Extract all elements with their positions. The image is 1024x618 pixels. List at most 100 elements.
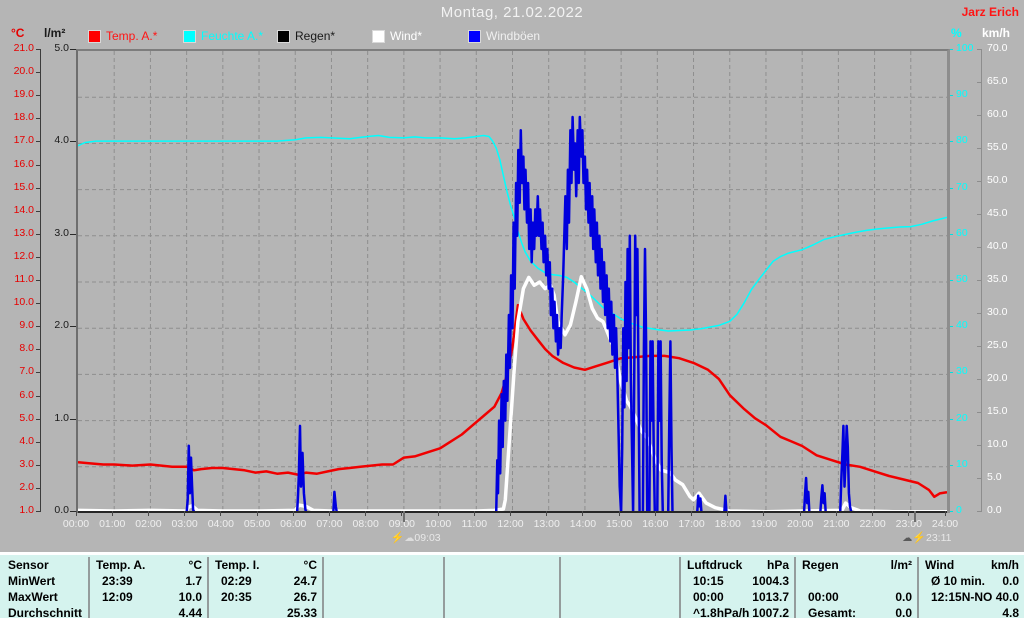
temp-axis-tick	[36, 464, 40, 466]
table-row: MaxWert 12:09 10.0 20:35 26.7 00:00 1013.7 00:0…	[0, 589, 1024, 605]
cell-value: 1.7	[185, 574, 202, 588]
column-unit: km/h	[990, 558, 1019, 572]
humidity-axis-tick	[947, 141, 953, 143]
table-cell: Temp. I. °C	[207, 557, 322, 573]
x-axis-tick-label: 06:00	[280, 518, 307, 530]
wind-axis-tick-label: 50.0	[987, 174, 1008, 186]
wind-axis-tick	[977, 313, 981, 314]
legend-item-1: Temp. A.*	[88, 29, 157, 43]
humidity-axis-tick	[947, 464, 953, 466]
x-axis-tick-label: 11:00	[461, 518, 488, 530]
cell-time: Ø 10 min.	[931, 574, 986, 588]
temp-axis-tick-label: 14.0	[13, 203, 34, 216]
rain-axis-tick-label: 5.0	[54, 42, 69, 54]
x-axis-tick	[727, 511, 729, 516]
cell-time: 00:00	[808, 590, 839, 604]
wind-axis-tick-label: 65.0	[987, 75, 1008, 87]
series-windb-en	[78, 115, 947, 513]
temp-axis-tick	[36, 395, 40, 397]
x-axis-tick-label: 15:00	[605, 518, 633, 530]
table-cell: Temp. A. °C	[88, 557, 207, 573]
table-cell: 10:15 1004.3	[679, 573, 794, 589]
table-cell	[443, 557, 559, 573]
humidity-axis-tick-label: 30	[956, 365, 968, 378]
wind-axis-tick	[977, 445, 981, 446]
rain-axis-tick	[70, 141, 76, 143]
column-name: Wind	[925, 558, 955, 572]
temp-axis-tick	[36, 72, 40, 74]
table-cell: 00:00 1013.7	[679, 589, 794, 605]
humidity-axis-tick-label: 10	[956, 457, 968, 470]
cloud-icon: ☁	[404, 533, 415, 544]
x-axis-tick-label: 04:00	[207, 518, 234, 530]
cell-value: 1013.7	[752, 590, 789, 604]
cell-time: 12:15	[931, 590, 962, 604]
temp-axis-tick-label: 19.0	[13, 88, 34, 101]
wind-axis-tick	[977, 412, 981, 413]
x-axis-tick	[872, 511, 874, 516]
humidity-axis-tick-label: 50	[956, 273, 968, 285]
humidity-axis-tick-label: 60	[956, 226, 968, 239]
x-axis-tick	[944, 511, 946, 516]
temp-axis-tick	[36, 511, 40, 512]
temp-axis-tick-label: 13.0	[13, 226, 34, 239]
wind-axis-tick-label: 25.0	[987, 339, 1008, 351]
cell-time: 20:35	[221, 590, 252, 604]
wind-axis-tick-label: 55.0	[987, 141, 1008, 153]
temp-axis-tick	[36, 326, 40, 328]
cell-time: 12:09	[102, 590, 133, 604]
wind-axis-tick	[977, 148, 981, 149]
temp-axis-tick-label: 20.0	[13, 65, 34, 78]
temp-axis-tick	[36, 303, 40, 305]
cloud-icon: ☁	[902, 533, 913, 544]
x-axis-tick-label: 17:00	[678, 518, 705, 530]
x-axis-tick	[365, 511, 367, 516]
x-axis-tick	[835, 511, 837, 516]
rain-axis-tick	[70, 233, 76, 235]
legend-label: Windböen	[486, 29, 541, 43]
page-title: Montag, 21.02.2022	[440, 4, 584, 21]
table-cell	[559, 589, 679, 605]
column-name: Regen	[802, 558, 839, 572]
humidity-axis-tick-label: 40	[956, 319, 968, 332]
x-axis-tick-label: 19:00	[750, 518, 778, 530]
x-axis-tick	[618, 511, 620, 516]
wind-axis-tick-label: 45.0	[987, 207, 1008, 219]
temp-axis-tick	[36, 164, 40, 166]
x-axis-tick-label: 03:00	[171, 518, 198, 530]
cell-value: 1004.3	[752, 574, 789, 588]
column-name: Temp. A.	[96, 558, 146, 572]
column-unit: hPa	[766, 558, 789, 572]
wind-axis-tick-label: 35.0	[987, 273, 1008, 285]
x-axis-tick-label: 22:00	[859, 518, 886, 530]
wind-axis-tick-label: 20.0	[987, 372, 1008, 384]
humidity-axis-tick	[947, 511, 953, 512]
table-cell: ^1.8hPa/h 1007.2	[679, 605, 794, 618]
temp-axis-tick-label: 17.0	[13, 134, 34, 147]
temp-axis-tick	[36, 256, 40, 258]
x-axis-tick-label: 08:00	[352, 518, 379, 530]
table-row: Sensor Temp. A. °C Temp. I. °C Luftdruck hPa Re…	[0, 557, 1024, 573]
x-axis-tick	[546, 511, 548, 516]
table-cell: 23:39 1.7	[88, 573, 207, 589]
table-cell: 12:15 N-NO 40.0	[917, 589, 1024, 605]
table-cell	[322, 589, 443, 605]
legend-label: Regen*	[295, 29, 336, 43]
x-axis-tick	[473, 511, 475, 516]
humidity-axis-tick	[947, 372, 953, 374]
table-cell: 4.8	[917, 605, 1024, 618]
x-axis-tick	[184, 511, 186, 516]
rain-axis-tick	[70, 511, 76, 512]
lightning-icon: ⚡	[912, 532, 926, 544]
time-marker-2311: ☁⚡23:11	[902, 531, 951, 544]
temp-axis-tick	[36, 349, 40, 351]
x-axis-tick	[111, 511, 113, 516]
table-cell	[443, 573, 559, 589]
table-row: Durchschnitt 4.44 25.33 ^1.8hPa/h 1007.2 Gesa…	[0, 605, 1024, 618]
x-axis-tick-label: 05:00	[243, 518, 271, 530]
x-axis-tick-label: 02:00	[135, 518, 162, 530]
cell-value: 4.8	[1002, 606, 1019, 618]
rain-axis-tick-label: 0.0	[54, 504, 69, 516]
x-axis-tick-label: 14:00	[569, 518, 597, 530]
cell-time: 02:29	[221, 574, 252, 588]
